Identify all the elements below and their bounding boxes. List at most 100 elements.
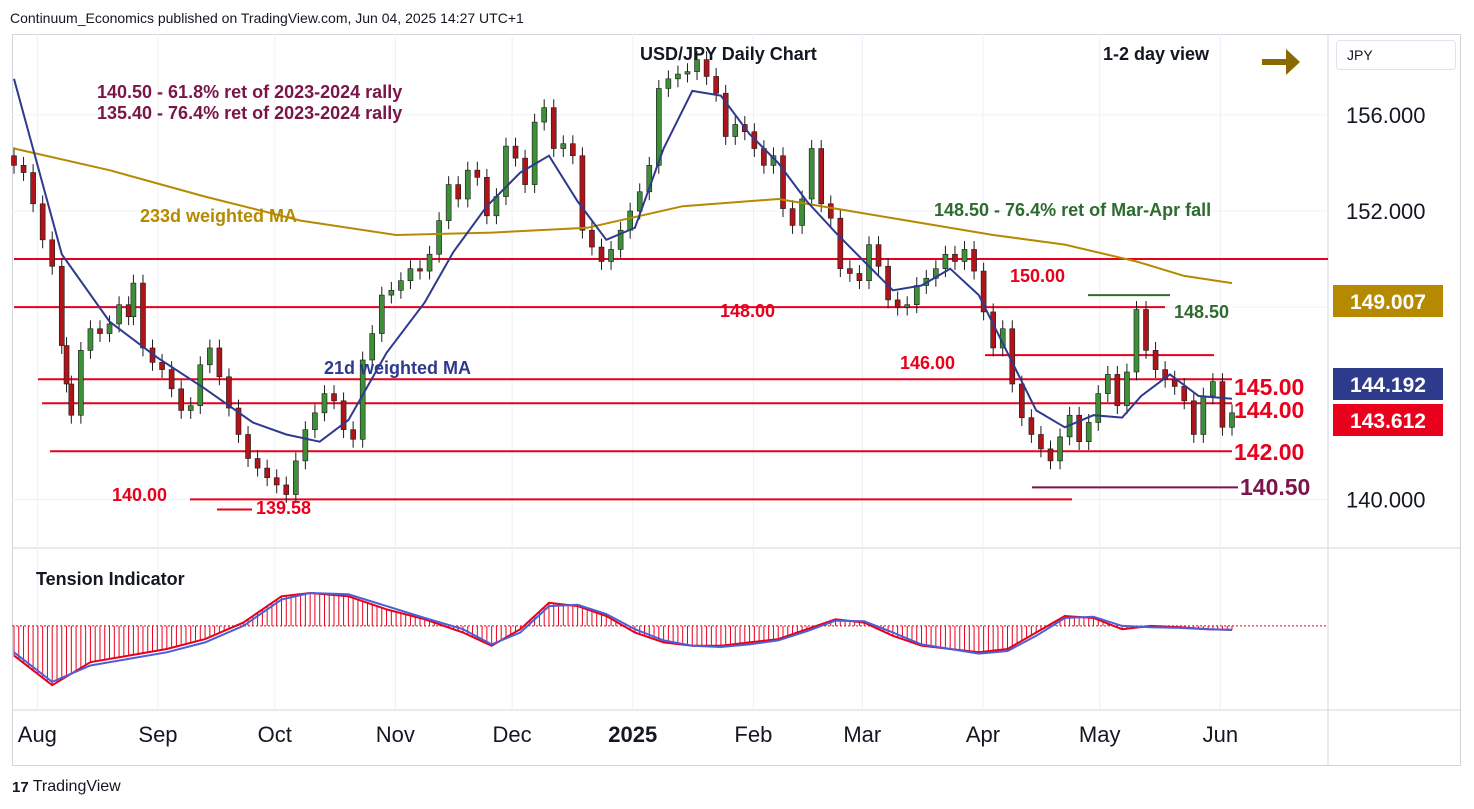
candle-body (11, 155, 17, 166)
candle-body (321, 393, 328, 414)
candle-body (106, 323, 113, 334)
annotation-ma21: 21d weighted MA (324, 358, 471, 378)
ma233-line (13, 147, 1233, 285)
candle-body (58, 265, 65, 346)
candle-body (407, 268, 414, 281)
candle-body (484, 177, 490, 217)
tension-indicator (12, 591, 1328, 687)
x-tick-label: Nov (376, 722, 415, 747)
x-tick-label: Jun (1203, 722, 1238, 747)
badge-price-text: 143.612 (1350, 410, 1426, 433)
candle-body (130, 282, 137, 318)
candle-body (1200, 395, 1207, 435)
candle-body (617, 229, 624, 250)
candle-body (827, 203, 834, 219)
candle-body (1190, 400, 1197, 435)
candle-body (665, 78, 672, 89)
candle-body (722, 92, 729, 137)
candle-body (116, 304, 122, 325)
candle-body (168, 369, 175, 390)
candle-body (97, 328, 103, 334)
candle-body (273, 477, 280, 486)
chart-frame (12, 34, 1461, 766)
candle-body (980, 270, 987, 313)
candle-body (780, 155, 786, 209)
candle-body (636, 191, 643, 212)
y-tick-label: 140.000 (1346, 487, 1426, 512)
candle-body (713, 76, 719, 94)
candle-body (388, 289, 395, 296)
trend-arrow-icon (1262, 49, 1300, 75)
annotation-ma233: 233d weighted MA (140, 206, 297, 226)
candle-body (1114, 374, 1121, 406)
candle-body (875, 244, 882, 267)
candle-body (426, 253, 433, 272)
candle-body (455, 184, 462, 200)
candle-body (656, 88, 662, 166)
candle-body (866, 244, 872, 281)
candle-body (684, 71, 691, 75)
candle-body (694, 59, 700, 72)
candle-body (159, 362, 165, 370)
candle-body (598, 246, 605, 262)
candle-body (990, 311, 996, 349)
candle-body (178, 388, 184, 411)
level-label-146: 146.00 (900, 353, 955, 373)
badge-ma233-text: 149.007 (1350, 291, 1426, 314)
candle-body (331, 393, 337, 402)
badge-ma233 (1333, 285, 1443, 317)
candle-body (503, 145, 509, 197)
candle-body (1152, 350, 1159, 370)
x-tick-label: Sep (138, 722, 177, 747)
candle-body (226, 376, 232, 409)
candle-body (579, 155, 586, 231)
candle-body (512, 145, 519, 159)
candle-body (703, 59, 710, 77)
candle-body (20, 165, 27, 173)
publisher-header: Continuum_Economics published on Trading… (10, 10, 524, 26)
candle-body (1047, 448, 1054, 462)
candle-body (254, 458, 261, 469)
candle-body (1076, 414, 1082, 442)
candle-body (933, 268, 939, 279)
candle-body (1143, 309, 1149, 351)
candle-body (1057, 436, 1063, 462)
candle-body (302, 429, 309, 462)
candle-body (68, 383, 75, 416)
candle-body (608, 249, 614, 262)
candle-body (1095, 393, 1102, 423)
badge-price (1333, 404, 1443, 436)
candle-body (732, 124, 739, 137)
level-label-140: 140.00 (112, 485, 167, 505)
x-tick-label: Dec (493, 722, 532, 747)
candle-body (560, 143, 567, 149)
candle-body (283, 484, 290, 495)
candle-body (550, 107, 557, 149)
candle-body (531, 121, 538, 185)
currency-selector[interactable]: JPY (1336, 40, 1456, 70)
candle-body (627, 210, 633, 231)
candle-body (125, 304, 132, 318)
annotation-ret-3: 148.50 - 76.4% ret of Mar-Apr fall (934, 200, 1211, 220)
level-label-142: 142.00 (1234, 439, 1304, 465)
candle-body (1229, 412, 1235, 428)
candle-body (818, 148, 825, 205)
candle-body (312, 412, 318, 430)
candle-body (207, 347, 213, 366)
annotation-ret-1: 140.50 - 61.8% ret of 2023-2024 rally (97, 82, 402, 102)
candle-body (1124, 371, 1130, 406)
x-tick-label: May (1079, 722, 1121, 747)
x-tick-label: Feb (734, 722, 772, 747)
candle-body (417, 268, 423, 272)
level-label-145: 145.00 (1234, 374, 1304, 400)
candle-body (264, 467, 270, 479)
candle-body (1105, 374, 1111, 394)
annotation-ret-2: 135.40 - 76.4% ret of 2023-2024 rally (97, 103, 402, 123)
tension-title: Tension Indicator (36, 569, 185, 589)
candle-body (961, 249, 968, 262)
candle-body (187, 405, 194, 411)
candle-body (1210, 381, 1216, 397)
chart-subtitle: 1-2 day view (1103, 44, 1210, 64)
footer: 17 TradingView (12, 778, 121, 796)
